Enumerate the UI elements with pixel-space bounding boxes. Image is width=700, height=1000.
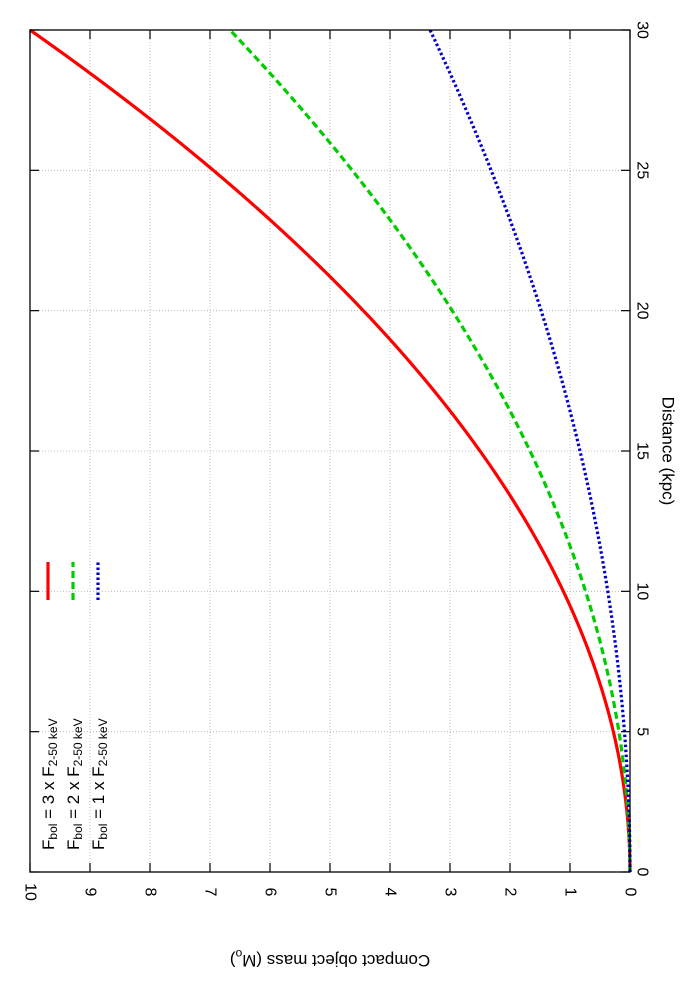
x-tick-label: 5 <box>634 727 651 736</box>
y-tick-label: 4 <box>382 888 399 897</box>
x-tick-label: 0 <box>634 868 651 877</box>
legend-label: Fbol = 1 x F2-50 keV <box>89 718 111 850</box>
y-axis-label-sub: o <box>235 947 242 961</box>
y-tick-label: 6 <box>262 888 279 897</box>
x-tick-label: 15 <box>634 442 651 460</box>
grid-lines <box>30 30 630 872</box>
y-tick-label: 9 <box>82 888 99 897</box>
y-tick-label: 3 <box>442 888 459 897</box>
y-tick-label: 2 <box>502 888 519 897</box>
x-tick-label: 30 <box>634 21 651 39</box>
y-tick-label: 7 <box>202 888 219 897</box>
y-axis-label-suffix: ) <box>230 951 236 970</box>
legend-label: Fbol = 3 x F2-50 keV <box>39 718 61 850</box>
y-axis-label: Compact object mass (Mo) <box>230 947 430 970</box>
y-tick-label: 8 <box>142 888 159 897</box>
y-tick-label: 10 <box>22 883 39 901</box>
legend-label: Fbol = 2 x F2-50 keV <box>64 718 86 850</box>
y-tick-label: 0 <box>622 888 639 897</box>
y-tick-label: 5 <box>322 888 339 897</box>
y-axis-label-main: Compact object mass (M <box>242 951 430 970</box>
tick-group: 0 5 10 15 20 25 30 0 1 2 3 4 5 6 7 8 9 10 <box>22 21 651 901</box>
x-tick-label: 25 <box>634 161 651 179</box>
x-tick-label: 10 <box>634 582 651 600</box>
x-axis-label: Distance (kpc) <box>659 397 678 506</box>
series-line-1 <box>29 28 632 873</box>
y-tick-label: 1 <box>562 888 579 897</box>
x-tick-label: 20 <box>634 302 651 320</box>
